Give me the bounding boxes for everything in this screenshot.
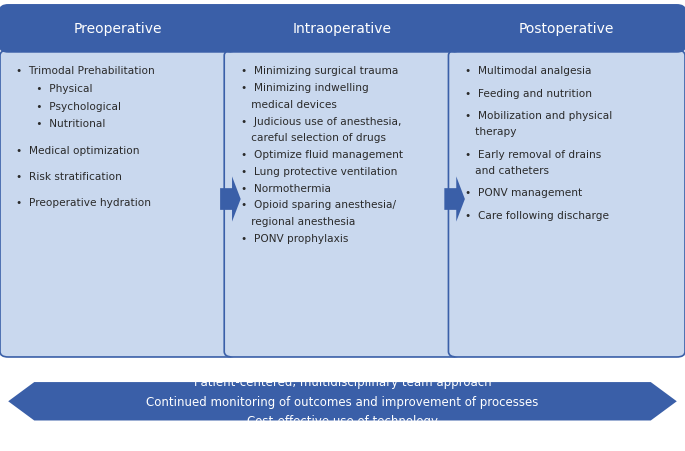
Polygon shape <box>8 382 677 420</box>
Text: •  Psychological: • Psychological <box>16 101 121 111</box>
Text: •  Nutritional: • Nutritional <box>16 119 105 129</box>
Text: •  PONV management: • PONV management <box>465 188 582 198</box>
Text: regional anesthesia: regional anesthesia <box>240 216 355 226</box>
Text: •  Physical: • Physical <box>16 84 93 94</box>
FancyBboxPatch shape <box>224 6 461 53</box>
FancyBboxPatch shape <box>0 51 236 357</box>
Text: •  Minimizing indwelling: • Minimizing indwelling <box>240 83 369 93</box>
Text: •  Trimodal Prehabilitation: • Trimodal Prehabilitation <box>16 66 155 76</box>
Text: •  Multimodal analgesia: • Multimodal analgesia <box>465 66 591 76</box>
Text: therapy: therapy <box>465 127 516 137</box>
Polygon shape <box>220 177 240 222</box>
FancyBboxPatch shape <box>449 51 685 357</box>
FancyBboxPatch shape <box>0 6 236 53</box>
Text: •  Preoperative hydration: • Preoperative hydration <box>16 198 151 207</box>
Text: Postoperative: Postoperative <box>519 23 614 36</box>
Polygon shape <box>445 177 465 222</box>
Text: careful selection of drugs: careful selection of drugs <box>240 133 386 143</box>
Text: •  Care following discharge: • Care following discharge <box>465 210 609 220</box>
Text: medical devices: medical devices <box>240 100 336 110</box>
Text: •  PONV prophylaxis: • PONV prophylaxis <box>240 233 348 243</box>
Text: Intraoperative: Intraoperative <box>293 23 392 36</box>
Text: Preoperative: Preoperative <box>74 23 162 36</box>
Text: Patient-centered, multidisciplinary team approach
Continued monitoring of outcom: Patient-centered, multidisciplinary team… <box>147 375 538 428</box>
Text: and catheters: and catheters <box>465 166 549 176</box>
Text: •  Optimize fluid management: • Optimize fluid management <box>240 150 403 160</box>
FancyBboxPatch shape <box>449 6 685 53</box>
Text: •  Medical optimization: • Medical optimization <box>16 145 140 155</box>
Text: •  Lung protective ventilation: • Lung protective ventilation <box>240 166 397 176</box>
Text: •  Risk stratification: • Risk stratification <box>16 171 123 181</box>
Text: •  Early removal of drains: • Early removal of drains <box>465 149 601 159</box>
Text: •  Feeding and nutrition: • Feeding and nutrition <box>465 88 592 98</box>
FancyBboxPatch shape <box>224 51 461 357</box>
Text: •  Minimizing surgical trauma: • Minimizing surgical trauma <box>240 66 398 76</box>
Text: •  Judicious use of anesthesia,: • Judicious use of anesthesia, <box>240 116 401 126</box>
Text: •  Mobilization and physical: • Mobilization and physical <box>465 110 612 120</box>
Text: •  Normothermia: • Normothermia <box>240 183 331 193</box>
Text: •  Opioid sparing anesthesia/: • Opioid sparing anesthesia/ <box>240 200 396 210</box>
